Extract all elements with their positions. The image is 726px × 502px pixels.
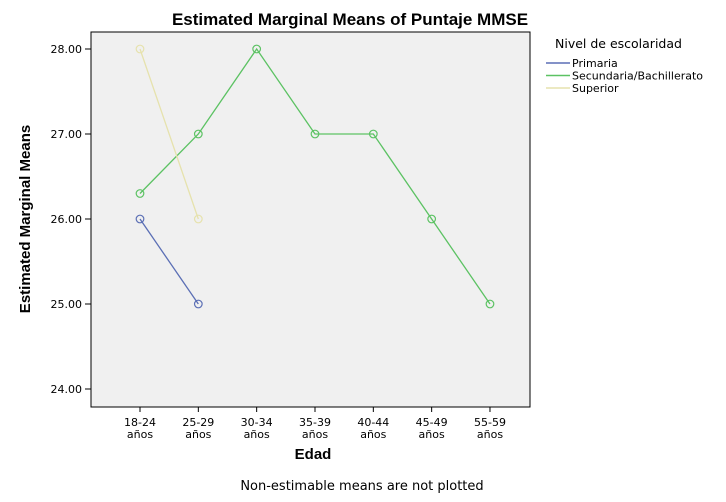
data-point bbox=[310, 129, 320, 139]
x-tick-label: 45-49 años bbox=[416, 416, 448, 441]
y-tick-label: 27.00 bbox=[51, 128, 83, 141]
data-point bbox=[252, 44, 262, 54]
x-tick-label-line: años bbox=[360, 428, 386, 441]
data-point bbox=[427, 214, 437, 224]
series-line bbox=[139, 218, 199, 305]
y-axis: 24.00 25.00 26.00 27.00 28.00 bbox=[51, 43, 91, 396]
x-tick-label: 35-39 años bbox=[299, 416, 331, 441]
y-axis-title: Estimated Marginal Means bbox=[17, 125, 34, 313]
series-line bbox=[139, 48, 199, 220]
y-tick-label: 24.00 bbox=[51, 383, 83, 396]
x-tick-label-line: años bbox=[302, 428, 328, 441]
series-layer bbox=[135, 44, 495, 309]
chart-title: Estimated Marginal Means of Puntaje MMSE bbox=[172, 10, 528, 29]
x-tick-label: 30-34 años bbox=[241, 416, 273, 441]
x-tick-label-line: años bbox=[244, 428, 270, 441]
x-tick-label: 55-59 años bbox=[474, 416, 506, 441]
legend-label-secundaria-bachillerato: Secundaria/Bachillerato bbox=[572, 70, 703, 83]
x-tick-label: 18-24 años bbox=[124, 416, 156, 441]
data-point bbox=[135, 214, 145, 224]
series-secundaria-bachillerato bbox=[135, 44, 495, 309]
x-tick-label-line: 40-44 bbox=[357, 416, 389, 429]
x-tick-label-line: años bbox=[477, 428, 503, 441]
x-tick-label-line: 35-39 bbox=[299, 416, 331, 429]
legend: Nivel de escolaridad PrimariaSecundaria/… bbox=[546, 36, 703, 95]
y-tick-label: 26.00 bbox=[51, 213, 83, 226]
x-tick-label-line: 30-34 bbox=[241, 416, 273, 429]
x-tick-label: 40-44 años bbox=[357, 416, 389, 441]
data-point bbox=[193, 129, 203, 139]
series-line bbox=[139, 47, 491, 305]
data-point bbox=[135, 44, 145, 54]
x-tick-label-line: 45-49 bbox=[416, 416, 448, 429]
plot-area bbox=[90, 31, 531, 408]
legend-title: Nivel de escolaridad bbox=[555, 36, 682, 51]
x-tick-label-line: 55-59 bbox=[474, 416, 506, 429]
series-primaria bbox=[135, 214, 203, 309]
x-tick-label-line: años bbox=[127, 428, 153, 441]
data-point bbox=[485, 299, 495, 309]
x-tick-label-line: 25-29 bbox=[182, 416, 214, 429]
y-tick-label: 28.00 bbox=[51, 43, 83, 56]
data-point bbox=[135, 189, 145, 198]
data-point bbox=[193, 214, 203, 224]
x-tick-label-line: 18-24 bbox=[124, 416, 156, 429]
x-tick-label-line: años bbox=[419, 428, 445, 441]
x-axis-title: Edad bbox=[295, 446, 332, 463]
series-superior bbox=[135, 44, 203, 224]
data-point bbox=[193, 299, 203, 309]
x-tick-label-line: años bbox=[185, 428, 211, 441]
x-tick-label: 25-29 años bbox=[182, 416, 214, 441]
data-point bbox=[368, 129, 378, 139]
legend-label-superior: Superior bbox=[572, 82, 619, 95]
footnote: Non-estimable means are not plotted bbox=[240, 479, 483, 494]
legend-label-primaria: Primaria bbox=[572, 57, 618, 70]
y-tick-label: 25.00 bbox=[51, 298, 83, 311]
